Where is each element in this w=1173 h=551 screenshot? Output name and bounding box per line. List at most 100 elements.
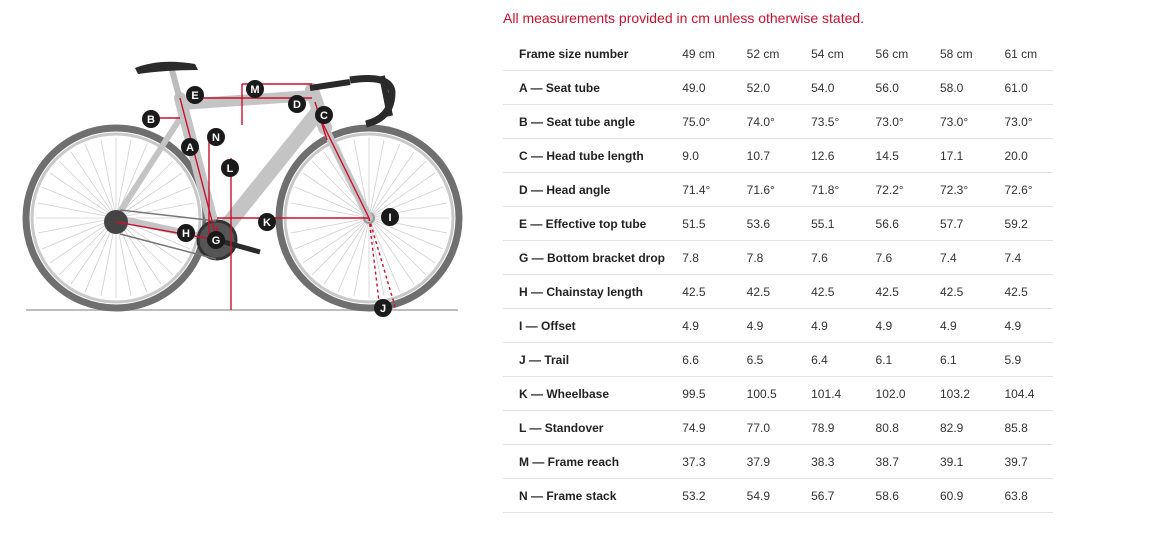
table-cell: 78.9 <box>795 410 860 445</box>
table-cell: 53.6 <box>730 206 796 241</box>
table-cell: 6.6 <box>666 342 731 377</box>
row-label: D — Head angle <box>503 172 667 207</box>
table-cell: 7.6 <box>795 240 860 275</box>
table-cell: 42.5 <box>924 274 989 309</box>
table-cell: 37.3 <box>666 444 731 479</box>
table-cell: 4.9 <box>666 308 731 343</box>
row-label: N — Frame stack <box>503 478 667 513</box>
svg-text:J: J <box>380 303 386 315</box>
table-cell: 42.5 <box>666 274 731 309</box>
table-row: G — Bottom bracket drop 7.8 7.8 7.6 7.6 7.4 7.… <box>503 240 1053 275</box>
table-cell: 7.8 <box>666 240 731 275</box>
row-label: J — Trail <box>503 342 667 377</box>
row-label: M — Frame reach <box>503 444 667 479</box>
marker-e: E <box>186 86 204 104</box>
table-row: M — Frame reach 37.3 37.9 38.3 38.7 39.1 39.7 <box>503 444 1053 479</box>
header-label: Frame size number <box>503 37 667 71</box>
svg-text:H: H <box>182 228 190 240</box>
svg-text:B: B <box>147 114 155 126</box>
table-row: K — Wheelbase 99.5 100.5 101.4 102.0 103.2 104… <box>503 376 1053 411</box>
table-cell: 14.5 <box>859 138 924 173</box>
table-header-row: Frame size number 49 cm 52 cm 54 cm 56 c… <box>503 37 1053 71</box>
table-row: J — Trail 6.6 6.5 6.4 6.1 6.1 5.9 <box>503 342 1053 377</box>
table-cell: 57.7 <box>924 206 989 241</box>
table-cell: 17.1 <box>924 138 989 173</box>
row-label: B — Seat tube angle <box>503 104 667 139</box>
table-cell: 72.2° <box>859 172 924 207</box>
row-label: I — Offset <box>503 308 667 343</box>
marker-c: C <box>315 106 333 124</box>
table-cell: 60.9 <box>940 488 964 503</box>
table-cell: 42.5 <box>730 274 796 309</box>
svg-text:K: K <box>263 217 271 229</box>
table-cell: 9.0 <box>666 138 731 173</box>
size-header: 49 cm <box>666 37 731 71</box>
table-cell: 75.0° <box>666 104 731 139</box>
table-cell: 4.9 <box>795 308 860 343</box>
table-cell: 71.4° <box>666 172 731 207</box>
table-cell: 71.6° <box>730 172 796 207</box>
table-cell: 7.8 <box>730 240 796 275</box>
table-row: B — Seat tube angle 75.0° 74.0° 73.5° 73.0° 7… <box>503 104 1053 139</box>
marker-b: B <box>142 110 160 128</box>
row-label: L — Standover <box>503 410 667 445</box>
size-header: 52 cm <box>730 37 796 71</box>
svg-text:G: G <box>212 235 221 247</box>
table-cell: 56.6 <box>859 206 924 241</box>
table-cell: 73.0° <box>924 104 989 139</box>
size-header: 61 cm <box>988 37 1053 71</box>
table-cell: 51.5 <box>666 206 731 241</box>
table-row: A — Seat tube 49.0 52.0 54.0 56.0 58.0 61.0 <box>503 70 1053 105</box>
row-label: K — Wheelbase <box>503 376 667 411</box>
bike-geometry-diagram: A B C D E G H I J K L M N <box>20 40 470 330</box>
table-row: N — Frame stack 53.2 54.9 56.7 58.6 60.9 63.8 <box>503 478 1053 513</box>
table-cell: 20.0 <box>988 138 1053 173</box>
table-cell: 42.5 <box>795 274 860 309</box>
table-cell: 73.0° <box>859 104 924 139</box>
table-row: C — Head tube length 9.0 10.7 12.6 14.5 17.1 2… <box>503 138 1053 173</box>
table-cell: 55.1 <box>795 206 860 241</box>
table-cell: 4.9 <box>730 308 796 343</box>
table-cell: 56.7 <box>811 488 835 503</box>
svg-text:D: D <box>293 99 301 111</box>
table-row: E — Effective top tube 51.5 53.6 55.1 56.6 57… <box>503 206 1053 241</box>
marker-h: H <box>177 224 195 242</box>
table-cell: 52.0 <box>730 70 796 105</box>
table-cell: 74.9 <box>666 410 731 445</box>
table-cell: 72.6° <box>988 172 1053 207</box>
table-cell: 39.1 <box>924 444 989 479</box>
marker-i: I <box>381 208 399 226</box>
table-cell: 59.2 <box>988 206 1053 241</box>
geometry-table: Frame size number 49 cm 52 cm 54 cm 56 c… <box>503 37 1053 513</box>
table-cell: 101.4 <box>795 376 860 411</box>
table-cell: 5.9 <box>988 342 1053 377</box>
table-cell: 73.5° <box>795 104 860 139</box>
table-row: L — Standover 74.9 77.0 78.9 80.8 82.9 85.8 <box>503 410 1053 445</box>
row-label: E — Effective top tube <box>503 206 667 241</box>
table-cell: 37.9 <box>730 444 796 479</box>
table-cell: 73.0° <box>988 104 1053 139</box>
table-cell: 6.4 <box>795 342 860 377</box>
table-cell: 54.9 <box>746 488 770 503</box>
table-cell: 54.0 <box>795 70 860 105</box>
table-row: I — Offset 4.9 4.9 4.9 4.9 4.9 4.9 <box>503 308 1053 343</box>
table-cell: 4.9 <box>988 308 1053 343</box>
units-note: All measurements provided in cm unless o… <box>503 10 865 26</box>
table-cell: 38.3 <box>795 444 860 479</box>
row-label: C — Head tube length <box>503 138 667 173</box>
marker-k: K <box>258 213 276 231</box>
svg-text:C: C <box>320 110 328 122</box>
table-cell: 42.5 <box>859 274 924 309</box>
table-cell: 77.0 <box>730 410 796 445</box>
table-cell: 80.8 <box>859 410 924 445</box>
marker-j: J <box>374 299 392 317</box>
row-label: G — Bottom bracket drop <box>503 240 667 275</box>
table-cell: 4.9 <box>859 308 924 343</box>
table-cell: 56.0 <box>859 70 924 105</box>
marker-g: G <box>207 231 225 249</box>
size-header: 58 cm <box>924 37 989 71</box>
table-cell: 102.0 <box>859 376 924 411</box>
size-header: 54 cm <box>795 37 860 71</box>
marker-m: M <box>246 80 264 98</box>
table-cell: 7.4 <box>924 240 989 275</box>
